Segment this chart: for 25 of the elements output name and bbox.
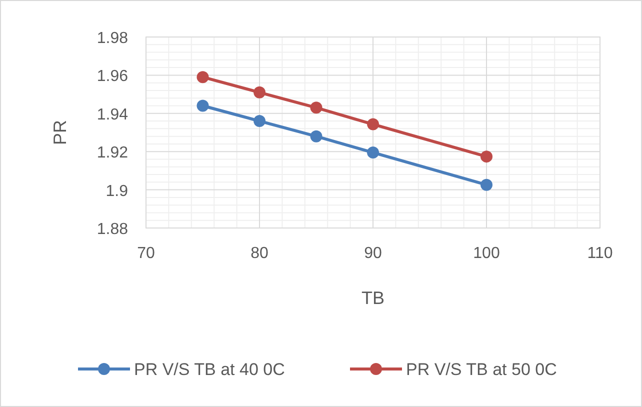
y-axis-title: PR <box>50 120 70 146</box>
point <box>254 86 266 98</box>
x-axis-title: TB <box>361 288 385 308</box>
point <box>196 100 209 112</box>
legend-label: PR V/S TB at 40 0C <box>134 360 285 379</box>
y-tick-label: 1.88 <box>96 221 128 238</box>
point <box>367 118 379 130</box>
y-tick-label: 1.98 <box>96 30 128 47</box>
point <box>310 102 322 114</box>
point <box>480 150 492 163</box>
x-tick-label: 90 <box>364 245 382 262</box>
x-tick-label: 70 <box>137 245 155 262</box>
y-tick-label: 1.96 <box>96 68 128 86</box>
y-tick-label: 1.9 <box>106 182 128 200</box>
point <box>480 178 492 191</box>
point <box>254 115 266 128</box>
point <box>367 146 379 159</box>
x-tick-label: 80 <box>250 245 268 262</box>
y-tick-label: 1.94 <box>96 106 128 124</box>
x-tick-label: 100 <box>473 245 500 262</box>
legend-label: PR V/S TB at 50 0C <box>406 360 557 379</box>
y-tick-label: 1.92 <box>96 144 128 162</box>
point <box>310 130 322 142</box>
x-tick-label: 110 <box>587 245 613 262</box>
point <box>196 71 209 84</box>
